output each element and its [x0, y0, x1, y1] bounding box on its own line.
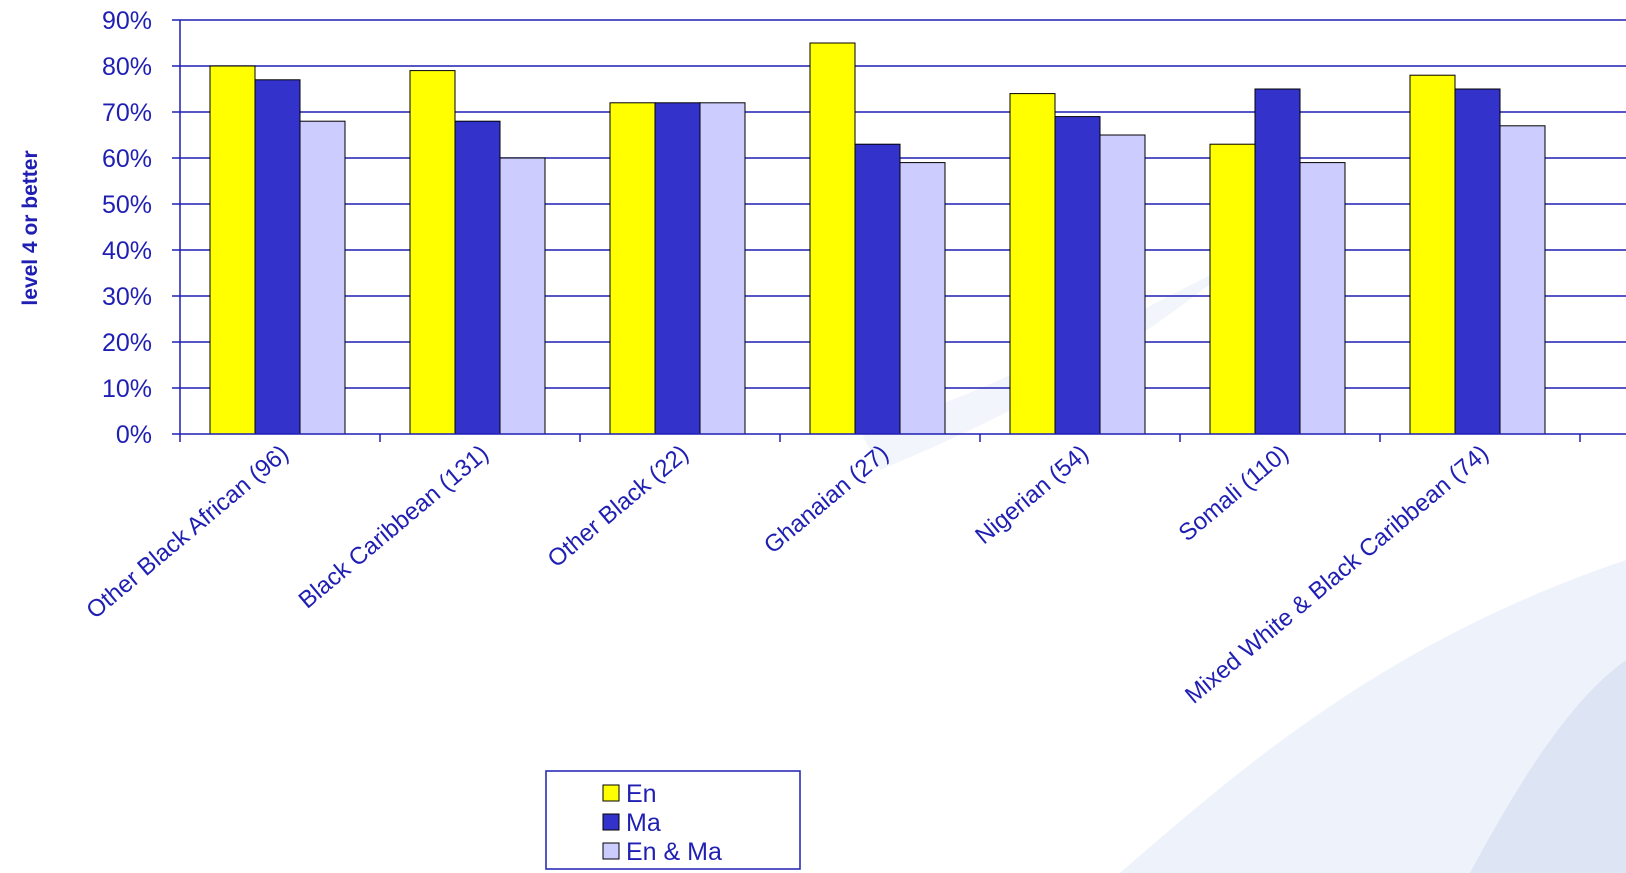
- legend-swatch: [602, 813, 620, 831]
- x-category-label: Black Caribbean (131): [294, 440, 494, 614]
- bar-en-6: [1409, 74, 1456, 435]
- y-tick-label: 0%: [116, 421, 152, 449]
- bar-ma-4: [1054, 116, 1101, 435]
- bar-en-1: [409, 70, 456, 435]
- bar-ma-2: [654, 102, 701, 435]
- y-tick-label: 50%: [102, 191, 152, 219]
- bar-en-ma-3: [899, 162, 946, 435]
- bar-en-4: [1009, 93, 1056, 435]
- legend-label: Ma: [626, 809, 661, 837]
- axes: [172, 19, 1626, 442]
- y-tick-label: 60%: [102, 145, 152, 173]
- bar-ma-0: [254, 79, 301, 435]
- x-category-label: Ghanaian (27): [759, 440, 894, 559]
- bar-ma-3: [854, 143, 901, 435]
- x-category-label: Other Black African (96): [81, 440, 294, 624]
- bar-en-5: [1209, 143, 1256, 435]
- bar-en-0: [209, 65, 256, 435]
- bar-en-ma-5: [1299, 162, 1346, 435]
- x-category-label: Somali (110): [1174, 440, 1294, 547]
- legend-label: En: [626, 780, 657, 808]
- legend-swatch: [602, 842, 620, 860]
- x-category-label: Nigerian (54): [970, 440, 1094, 550]
- bar-en-ma-2: [699, 102, 746, 435]
- legend-swatch: [602, 784, 620, 802]
- y-tick-label: 40%: [102, 237, 152, 265]
- x-category-label: Other Black (22): [543, 440, 694, 573]
- y-tick-label: 30%: [102, 283, 152, 311]
- bar-ma-6: [1454, 88, 1501, 435]
- x-category-labels: Other Black African (96) Black Caribbean …: [81, 440, 1494, 709]
- y-tick-label: 90%: [102, 7, 152, 35]
- bar-ma-1: [454, 120, 501, 435]
- bar-en-ma-1: [499, 157, 546, 435]
- bar-en-3: [809, 42, 856, 435]
- bar-en-ma-0: [299, 120, 346, 435]
- bars: [209, 42, 1546, 435]
- y-tick-label: 70%: [102, 99, 152, 127]
- bar-en-ma-6: [1499, 125, 1546, 435]
- bar-ma-5: [1254, 88, 1301, 435]
- bar-en-ma-4: [1099, 134, 1146, 435]
- y-tick-labels: 0% 10% 20% 30% 40% 50% 60% 70% 80% 90%: [102, 7, 152, 449]
- y-axis-label: level 4 or better: [19, 150, 42, 305]
- bar-en-2: [609, 102, 656, 435]
- y-tick-label: 80%: [102, 53, 152, 81]
- legend-label: En & Ma: [626, 838, 722, 866]
- y-tick-label: 20%: [102, 329, 152, 357]
- legend-box: [545, 770, 801, 870]
- y-tick-label: 10%: [102, 375, 152, 403]
